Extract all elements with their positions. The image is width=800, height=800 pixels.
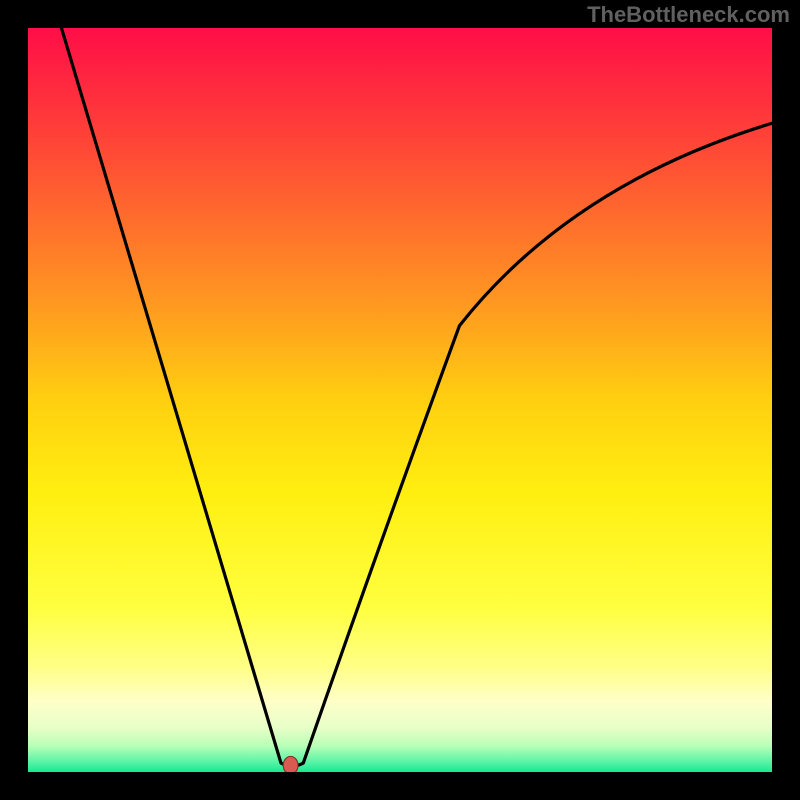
optimum-marker (283, 756, 298, 772)
bottleneck-curve-chart (28, 28, 772, 772)
watermark-label: TheBottleneck.com (587, 2, 790, 28)
chart-stage: TheBottleneck.com (0, 0, 800, 800)
